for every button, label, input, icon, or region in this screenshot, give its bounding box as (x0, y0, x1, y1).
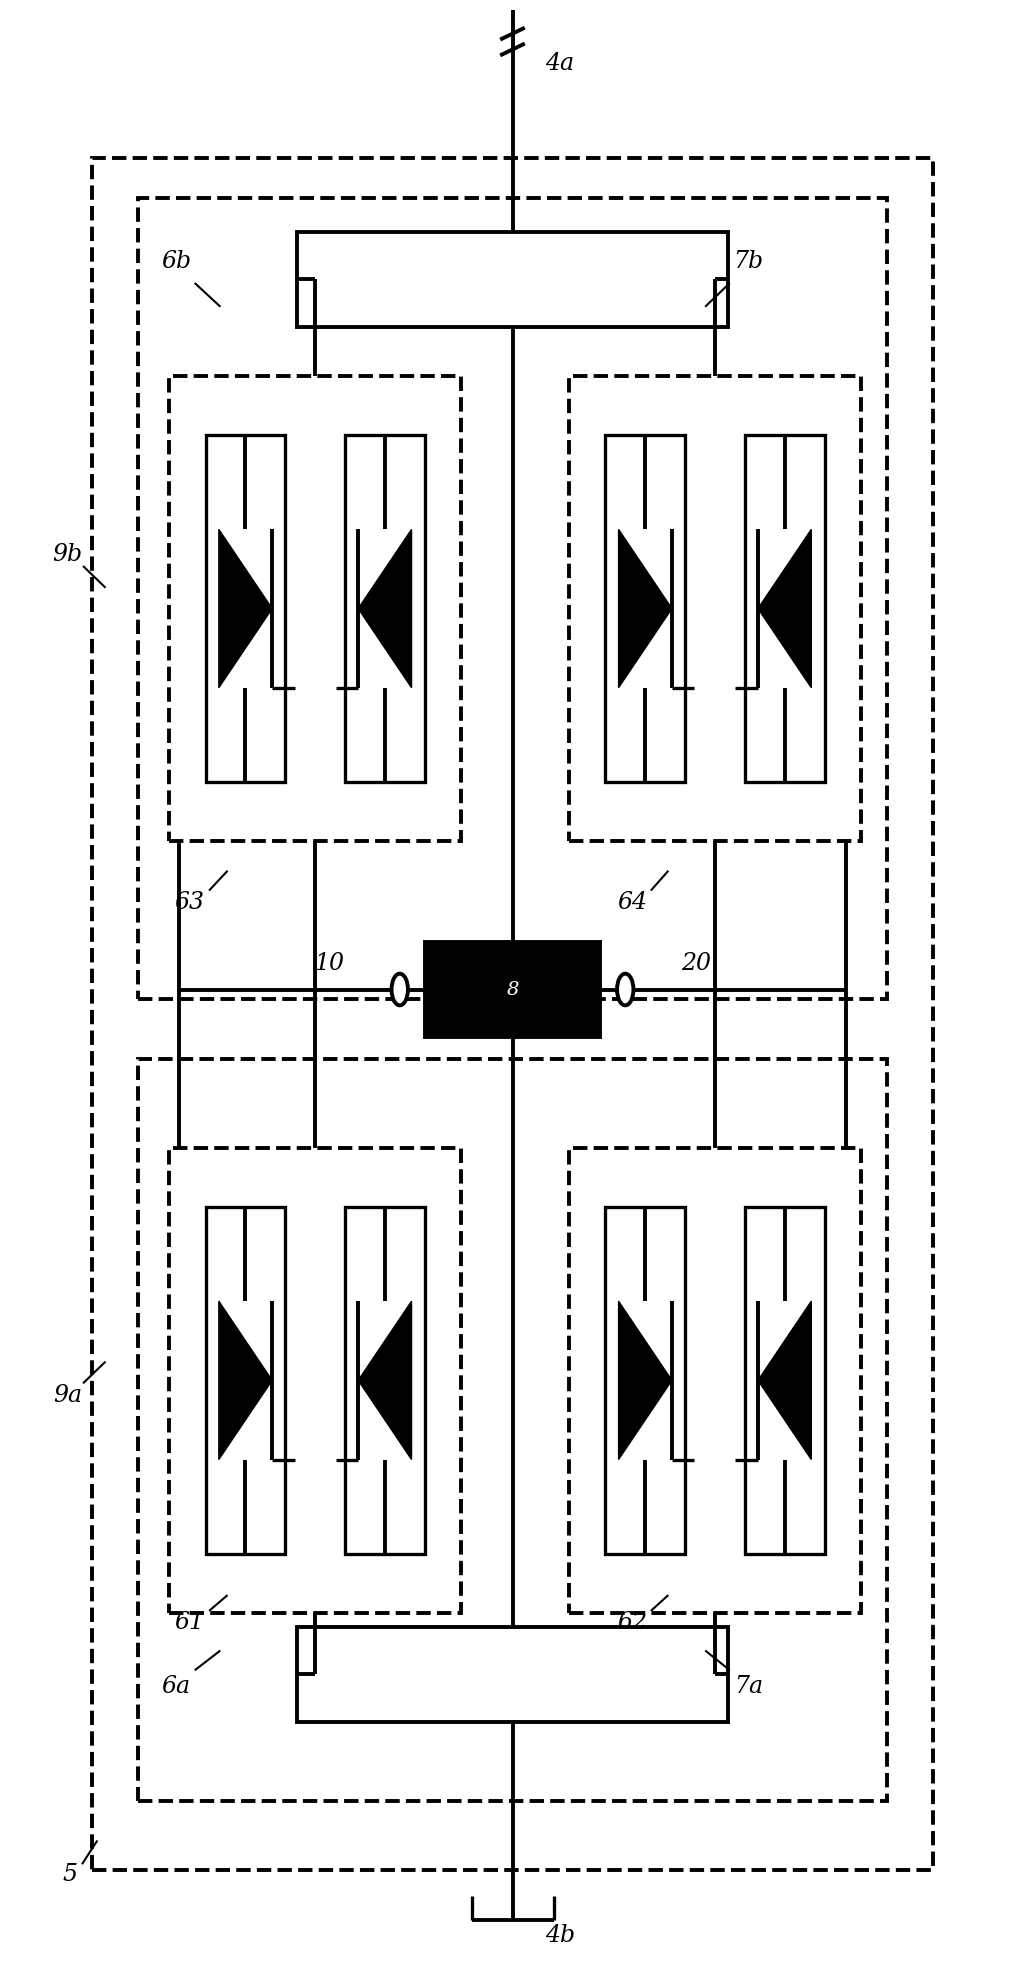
Polygon shape (219, 530, 273, 689)
Text: 61: 61 (174, 1611, 205, 1635)
Text: 5: 5 (63, 1862, 77, 1886)
Text: 4a: 4a (545, 51, 574, 75)
Polygon shape (618, 1302, 672, 1461)
Text: 7b: 7b (733, 249, 764, 273)
Bar (297, 232, 728, 327)
Text: 8: 8 (506, 980, 519, 999)
Polygon shape (359, 1302, 412, 1461)
Text: 10: 10 (315, 952, 344, 976)
Bar (205, 435, 285, 782)
Text: 9a: 9a (53, 1383, 82, 1407)
Bar (344, 435, 425, 782)
Text: 20: 20 (681, 952, 710, 976)
Circle shape (617, 974, 633, 1005)
Text: 7a: 7a (734, 1674, 763, 1698)
Bar (205, 1207, 285, 1554)
Text: 63: 63 (174, 891, 205, 914)
Text: 6a: 6a (162, 1674, 191, 1698)
Bar (744, 435, 824, 782)
Polygon shape (618, 530, 672, 689)
Circle shape (392, 974, 408, 1005)
Bar (344, 1207, 425, 1554)
Bar (605, 1207, 685, 1554)
Polygon shape (219, 1302, 273, 1461)
Text: 62: 62 (617, 1611, 648, 1635)
Text: 4b: 4b (545, 1924, 575, 1947)
Bar (425, 942, 600, 1037)
Text: 6b: 6b (161, 249, 192, 273)
Text: 64: 64 (617, 891, 648, 914)
Polygon shape (758, 530, 812, 689)
Bar (297, 1627, 728, 1722)
Polygon shape (359, 530, 412, 689)
Text: 9b: 9b (52, 542, 83, 566)
Polygon shape (758, 1302, 812, 1461)
Bar (744, 1207, 824, 1554)
Bar (605, 435, 685, 782)
